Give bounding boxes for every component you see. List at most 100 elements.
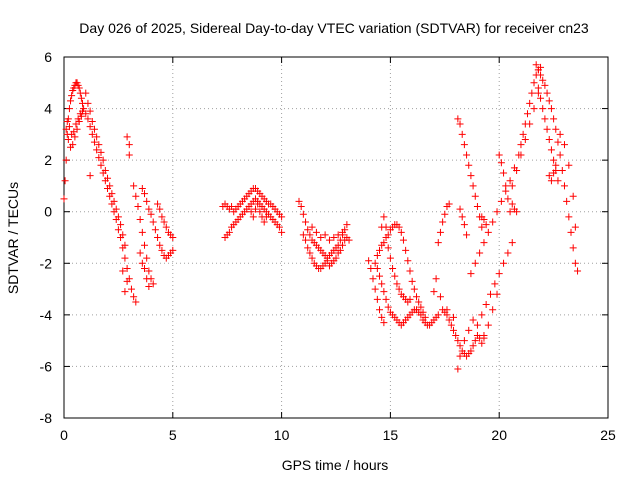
data-point [141,241,149,249]
data-point [519,130,527,138]
data-point [225,228,233,236]
data-point [86,123,94,131]
data-point [160,218,168,226]
data-point [136,215,144,223]
data-point [65,105,73,113]
data-point [132,192,140,200]
data-point [251,205,259,213]
data-point [556,130,564,138]
y-tick-label: 2 [44,152,52,168]
data-point [145,267,153,275]
x-tick-label: 10 [274,427,290,443]
data-point [127,285,135,293]
data-point [552,125,560,133]
grid [64,57,608,418]
data-point [560,182,568,190]
data-point [65,123,73,131]
data-point [497,197,505,205]
data-point [138,259,146,267]
data-point [480,331,488,339]
data-point [537,71,545,79]
data-point [436,293,444,301]
data-point [369,275,377,283]
data-point [95,141,103,149]
axis-ticks: 0 5 10 15 20 25 -8 -6 -4 -2 0 2 4 6 [40,49,616,443]
data-point [104,174,112,182]
data-point [471,259,479,267]
data-point [554,138,562,146]
data-point [132,298,140,306]
data-point [543,125,551,133]
data-point [476,249,484,257]
data-point [552,161,560,169]
data-point [467,347,475,355]
data-point [384,231,392,239]
data-point [441,210,449,218]
plot-frame [63,56,609,419]
data-point [517,151,525,159]
data-point [460,337,468,345]
data-point [380,319,388,327]
data-point [108,190,116,198]
data-point [247,208,255,216]
data-point [339,241,347,249]
data-point [482,301,490,309]
data-point [71,133,79,141]
y-tick-label: 4 [44,101,52,117]
data-point [445,200,453,208]
data-point [121,288,129,296]
data-point [339,228,347,236]
data-point [121,241,129,249]
data-point [143,254,151,262]
data-point [149,218,157,226]
data-point [554,177,562,185]
data-point [517,141,525,149]
data-point [373,264,381,272]
data-point [508,182,516,190]
data-point [123,264,131,272]
data-point [465,326,473,334]
data-point [545,172,553,180]
data-point [297,203,305,211]
data-point [391,272,399,280]
data-point [434,239,442,247]
data-point [386,254,394,262]
data-point [513,208,521,216]
data-point [254,200,262,208]
data-point [262,213,270,221]
data-point [278,213,286,221]
data-point [343,221,351,229]
x-tick-label: 5 [169,427,177,443]
data-point [421,313,429,321]
data-point [101,166,109,174]
data-point [143,197,151,205]
data-point [371,285,379,293]
data-point [467,172,475,180]
data-point [73,125,81,133]
data-point [497,159,505,167]
data-point [82,110,90,118]
data-point [75,84,83,92]
data-point [508,200,516,208]
data-point [539,105,547,113]
data-point [530,79,538,87]
data-point [378,313,386,321]
data-point [82,89,90,97]
data-point [380,213,388,221]
data-point [380,288,388,296]
data-point [306,231,314,239]
data-point [478,339,486,347]
data-point [323,257,331,265]
data-point [86,107,94,115]
data-point [450,313,458,321]
data-point [539,76,547,84]
data-point [454,365,462,373]
data-point [93,133,101,141]
y-tick-label: -8 [40,410,53,426]
data-point [567,228,575,236]
data-point [550,169,558,177]
data-point [484,321,492,329]
data-point [63,117,71,125]
data-point [458,130,466,138]
data-point [382,295,390,303]
